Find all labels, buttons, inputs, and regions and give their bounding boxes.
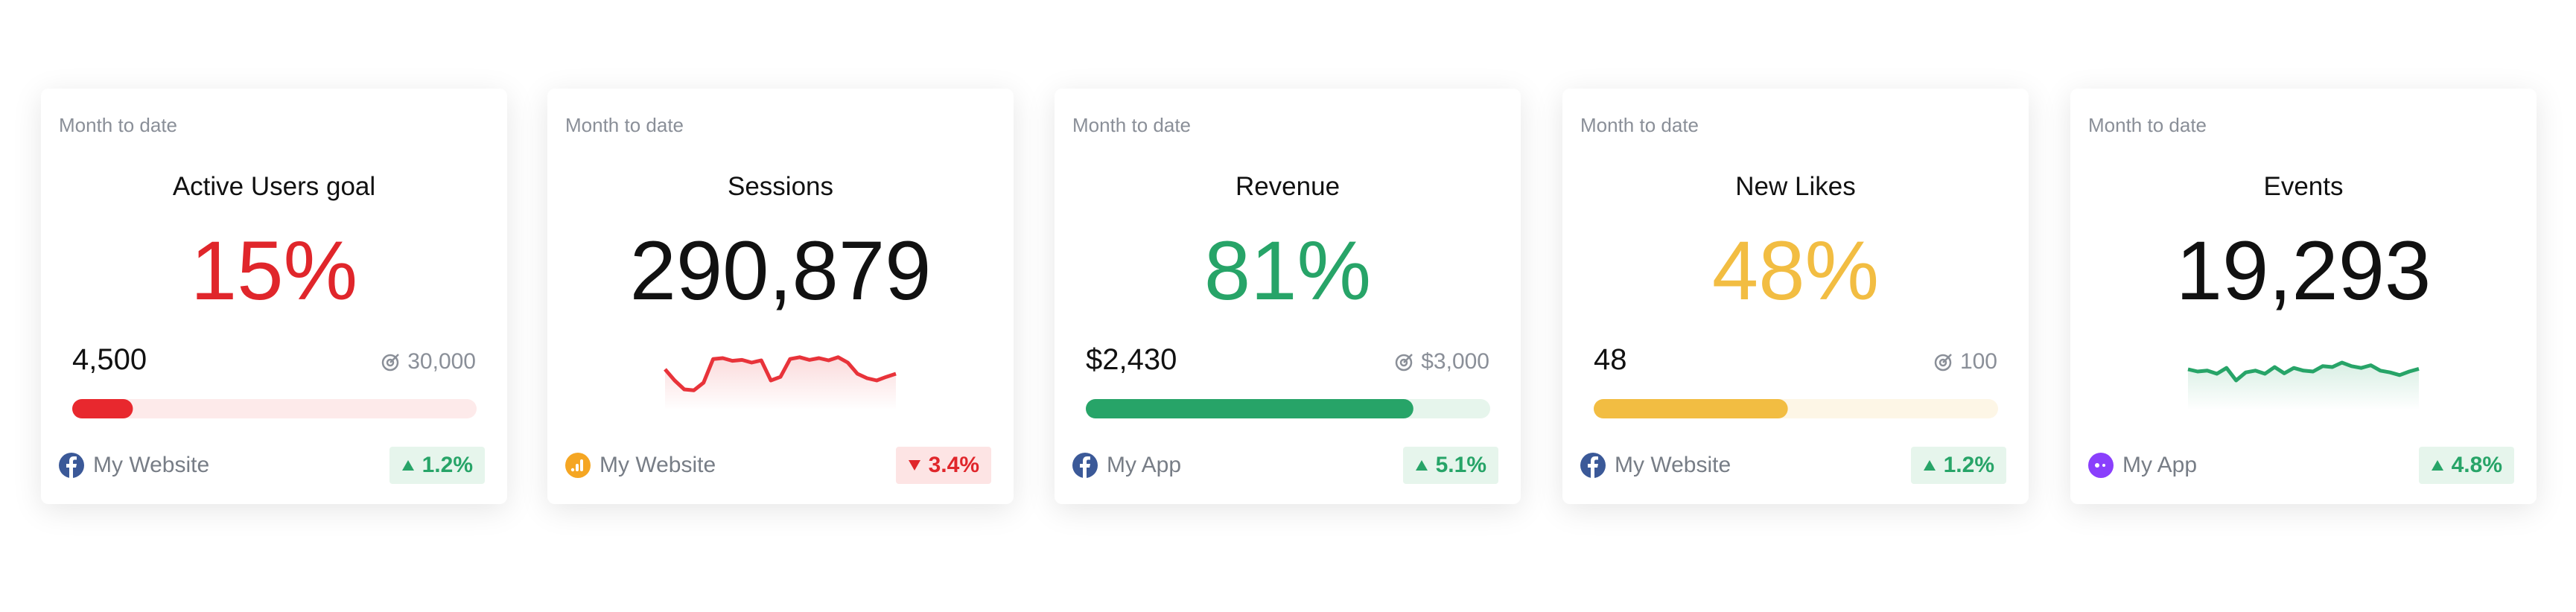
arrow <box>1415 460 1428 471</box>
change-value: 1.2% <box>1943 453 1994 477</box>
icon-ring <box>381 354 399 372</box>
sparkline-area <box>665 357 896 410</box>
sparkline <box>2187 360 2420 410</box>
change-arrow <box>2431 460 2443 471</box>
target: 30,000 <box>381 349 476 374</box>
source-name: My Website <box>93 453 210 477</box>
metric-card: Month to date Active Users goal 15% 4,500 30… <box>41 89 507 504</box>
change-value: 4.8% <box>2451 453 2502 477</box>
sparkline-line <box>664 355 897 392</box>
change-arrow <box>1415 460 1428 471</box>
card-title: Events <box>2263 172 2344 201</box>
change-badge: 1.2% <box>389 447 485 484</box>
sparkline-line <box>2187 360 2420 383</box>
progress-bar <box>72 399 477 418</box>
progress-bar <box>1594 399 1998 418</box>
card-title: Revenue <box>1235 172 1341 201</box>
source-name: My Website <box>1615 453 1731 477</box>
period-label: Month to date <box>59 114 177 136</box>
source-name: My App <box>1107 453 1182 477</box>
source-icon <box>565 453 591 478</box>
change-badge: 1.2% <box>1910 447 2006 484</box>
progress-fill <box>1086 399 1413 418</box>
card-title: Sessions <box>727 172 834 201</box>
icon-dot <box>1399 358 1408 367</box>
headline-value: 81% <box>1203 224 1372 317</box>
change-arrow <box>1923 460 1936 471</box>
current-value: $2,430 <box>1086 343 1177 376</box>
icon-f <box>1080 456 1090 478</box>
target-value: $3,000 <box>1421 349 1489 374</box>
arrow <box>1923 460 1936 471</box>
target-icon <box>1395 354 1413 372</box>
period-label: Month to date <box>1580 114 1699 136</box>
icon-dot <box>570 468 575 472</box>
icon-bar <box>576 464 579 471</box>
change-badge: 3.4% <box>895 447 991 484</box>
target: $3,000 <box>1394 349 1489 374</box>
target: 100 <box>1933 349 1997 374</box>
change-value: 1.2% <box>422 453 473 477</box>
change-value: 3.4% <box>928 453 979 477</box>
source: My Website <box>1580 453 1731 478</box>
icon-bg <box>2088 453 2114 478</box>
card-title: Active Users goal <box>172 172 376 201</box>
icon-dot <box>2102 464 2105 467</box>
change-badge: 4.8% <box>2418 447 2514 484</box>
metric-card: Month to date New Likes 48% 48 100 My Website… <box>1562 89 2029 504</box>
card-title: New Likes <box>1735 172 1856 201</box>
icon-arrow <box>1942 354 1952 363</box>
target-value: 30,000 <box>407 349 476 374</box>
source-icon <box>1580 453 1606 478</box>
source-name: My Website <box>600 453 716 477</box>
progress-fill <box>72 399 133 418</box>
icon-ring <box>1395 354 1413 372</box>
target-icon <box>381 354 400 372</box>
icon-arrow <box>1403 354 1413 363</box>
current-value: 4,500 <box>72 343 147 376</box>
current-value: 48 <box>1594 343 1627 376</box>
source: My Website <box>565 453 716 478</box>
arrow <box>908 460 920 471</box>
icon-f <box>1588 456 1598 478</box>
icon-dot <box>2095 463 2099 468</box>
metric-card: Month to date Revenue 81% $2,430 $3,000 My Ap… <box>1055 89 1521 504</box>
change-arrow <box>401 460 414 471</box>
headline-value: 48% <box>1711 224 1880 317</box>
metric-card: Month to date Events 19,293 My App 4.8% <box>2070 89 2537 504</box>
source-icon <box>1072 453 1098 478</box>
source-icon <box>2088 453 2114 478</box>
source-icon <box>59 453 84 478</box>
icon-f <box>66 456 77 478</box>
icon-bar <box>580 459 583 471</box>
target-icon <box>1934 354 1952 372</box>
icon-ring <box>1934 354 1952 372</box>
change-badge: 5.1% <box>1402 447 1498 484</box>
period-label: Month to date <box>2088 114 2207 136</box>
headline-value: 290,879 <box>629 224 932 317</box>
arrow <box>2431 460 2443 471</box>
progress-fill <box>1594 399 1788 418</box>
period-label: Month to date <box>565 114 684 136</box>
icon-dot <box>1939 358 1947 367</box>
arrow <box>401 460 414 471</box>
metric-card: Month to date Sessions 290,879 My Website 3.… <box>547 89 1014 504</box>
change-arrow <box>908 460 920 471</box>
headline-value: 15% <box>190 224 358 317</box>
source: My App <box>1072 453 1181 478</box>
icon-arrow <box>389 354 400 363</box>
change-value: 5.1% <box>1435 453 1486 477</box>
source: My Website <box>59 453 209 478</box>
icon-dot <box>386 358 395 367</box>
sparkline <box>664 355 897 410</box>
target-value: 100 <box>1959 349 1997 374</box>
progress-track <box>72 399 477 418</box>
source: My App <box>2088 453 2197 478</box>
period-label: Month to date <box>1072 114 1191 136</box>
headline-value: 19,293 <box>2175 224 2432 317</box>
progress-bar <box>1086 399 1490 418</box>
source-name: My App <box>2122 453 2198 477</box>
